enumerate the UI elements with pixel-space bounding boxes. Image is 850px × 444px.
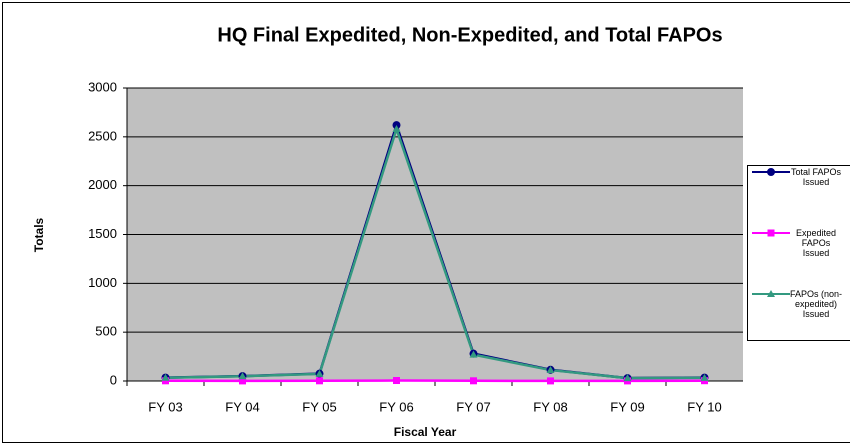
y-axis-title: Totals xyxy=(32,217,46,252)
y-tick-label: 2000 xyxy=(88,177,117,192)
legend-marker xyxy=(767,229,775,237)
series-line xyxy=(165,125,705,380)
x-tick-label: FY 08 xyxy=(533,399,567,414)
marker xyxy=(161,373,170,381)
marker xyxy=(316,377,323,385)
legend-label: Total FAPOs Issued xyxy=(790,167,842,187)
legend-marker xyxy=(767,168,775,176)
marker xyxy=(469,350,478,358)
marker xyxy=(162,377,169,385)
marker xyxy=(239,377,246,385)
y-tick-label: 500 xyxy=(95,324,117,339)
legend-marker xyxy=(767,290,775,297)
x-tick-label: FY 10 xyxy=(687,399,721,414)
marker xyxy=(238,372,247,380)
x-tick-label: FY 04 xyxy=(225,399,259,414)
x-tick-label: FY 05 xyxy=(302,399,336,414)
y-tick-label: 1500 xyxy=(88,226,117,241)
legend-label: Expedited FAPOs Issued xyxy=(795,228,837,258)
chart-title: HQ Final Expedited, Non-Expedited, and T… xyxy=(217,24,722,46)
marker xyxy=(623,374,632,382)
legend-label: FAPOs (non-expedited) Issued xyxy=(789,289,843,319)
marker xyxy=(547,377,554,385)
x-tick-label: FY 09 xyxy=(610,399,644,414)
x-axis-title: Fiscal Year xyxy=(394,425,457,439)
x-tick-label: FY 03 xyxy=(148,399,182,414)
marker xyxy=(700,373,709,381)
x-tick-label: FY 06 xyxy=(379,399,413,414)
y-tick-label: 3000 xyxy=(88,79,117,94)
y-tick-label: 2500 xyxy=(88,128,117,143)
marker xyxy=(315,369,324,377)
marker xyxy=(546,366,555,374)
marker xyxy=(470,377,477,385)
y-tick-label: 1000 xyxy=(88,275,117,290)
y-tick-label: 0 xyxy=(110,372,117,387)
marker xyxy=(392,125,401,133)
x-tick-label: FY 07 xyxy=(456,399,490,414)
marker xyxy=(393,377,400,385)
legend-box xyxy=(747,165,850,341)
